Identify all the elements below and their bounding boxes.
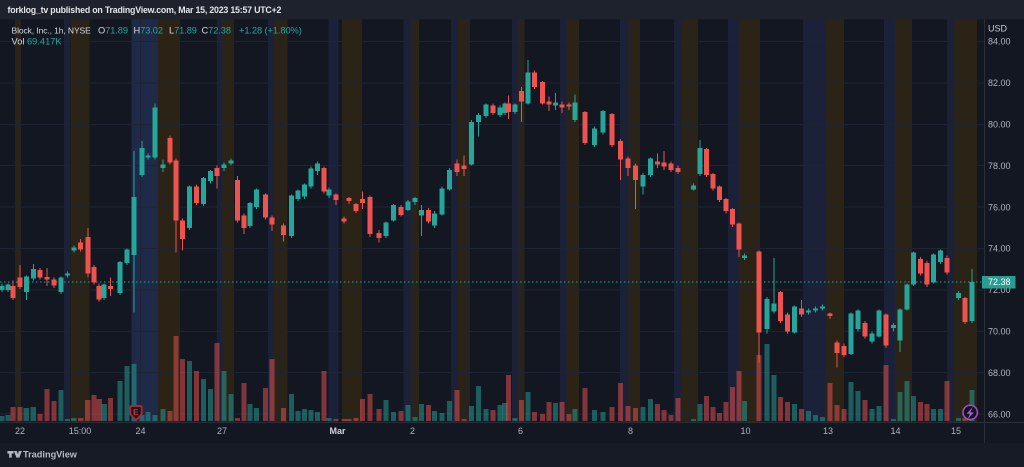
svg-text:TradingView: TradingView: [23, 450, 78, 460]
svg-text:15:00: 15:00: [69, 426, 92, 436]
svg-text:15: 15: [951, 426, 961, 436]
svg-text:74.00: 74.00: [988, 244, 1011, 254]
svg-text:80.00: 80.00: [988, 120, 1011, 130]
svg-text:Mar: Mar: [329, 426, 346, 436]
svg-text:8: 8: [628, 426, 633, 436]
svg-text:72.38: 72.38: [988, 277, 1011, 287]
svg-text:forklog_tv published on Tradin: forklog_tv published on TradingView.com,…: [8, 5, 282, 15]
svg-text:84.00: 84.00: [988, 37, 1011, 47]
svg-text:2: 2: [410, 426, 415, 436]
svg-text:78.00: 78.00: [988, 161, 1011, 171]
svg-text:82.00: 82.00: [988, 78, 1011, 88]
svg-text:USD: USD: [988, 24, 1008, 34]
svg-text:76.00: 76.00: [988, 202, 1011, 212]
svg-text:27: 27: [217, 426, 227, 436]
svg-text:14: 14: [890, 426, 900, 436]
svg-text:E: E: [133, 407, 139, 417]
svg-text:10: 10: [740, 426, 750, 436]
svg-text:70.00: 70.00: [988, 327, 1011, 337]
svg-text:13: 13: [823, 426, 833, 436]
svg-text:6: 6: [518, 426, 523, 436]
svg-text:24: 24: [135, 426, 145, 436]
svg-text:68.00: 68.00: [988, 368, 1011, 378]
svg-text:72.00: 72.00: [988, 285, 1011, 295]
svg-text:66.00: 66.00: [988, 409, 1011, 419]
svg-text:22: 22: [15, 426, 25, 436]
